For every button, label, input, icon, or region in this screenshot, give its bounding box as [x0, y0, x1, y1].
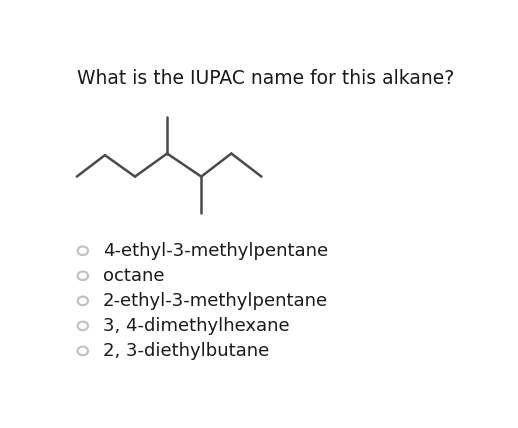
Text: 4-ethyl-3-methylpentane: 4-ethyl-3-methylpentane: [103, 242, 328, 260]
Text: What is the IUPAC name for this alkane?: What is the IUPAC name for this alkane?: [77, 69, 454, 89]
Text: 2-ethyl-3-methylpentane: 2-ethyl-3-methylpentane: [103, 292, 328, 310]
Text: octane: octane: [103, 267, 164, 285]
Text: 3, 4-dimethylhexane: 3, 4-dimethylhexane: [103, 317, 290, 335]
Text: 2, 3-diethylbutane: 2, 3-diethylbutane: [103, 342, 269, 360]
